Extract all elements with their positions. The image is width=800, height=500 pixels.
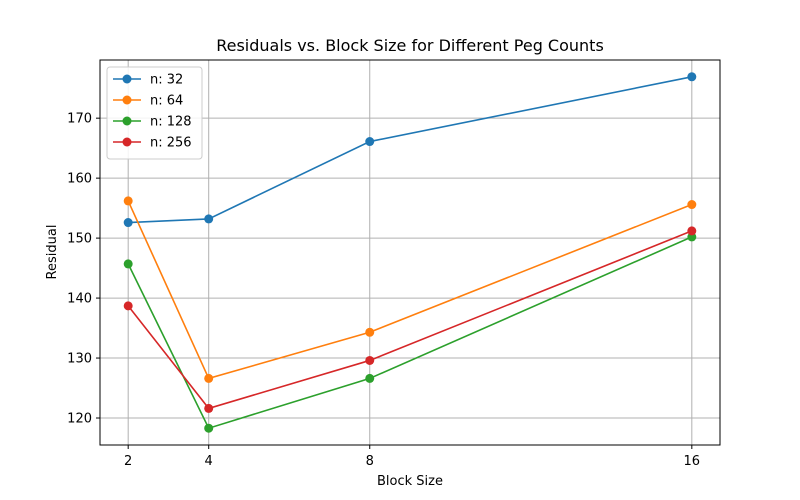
data-point	[204, 423, 214, 433]
legend-marker	[122, 116, 132, 126]
data-point	[687, 200, 697, 210]
series-layer	[123, 72, 697, 433]
y-tick-label: 130	[67, 352, 92, 367]
y-axis-label: Residual	[45, 225, 60, 280]
data-point	[123, 196, 133, 206]
data-point	[687, 72, 697, 82]
y-tick-label: 120	[67, 412, 92, 427]
legend-item: n: 128	[113, 115, 192, 130]
series-3	[123, 232, 697, 433]
legend-marker	[122, 74, 132, 84]
data-point	[123, 218, 133, 228]
series-1	[123, 72, 697, 228]
series-line	[127, 200, 693, 380]
legend-label: n: 256	[150, 136, 192, 151]
y-axis: 120 130 140 150 160 170	[67, 112, 100, 427]
x-tick-label: 2	[124, 454, 132, 469]
legend-label: n: 128	[150, 115, 192, 130]
series-line	[128, 76, 692, 224]
data-point	[687, 226, 697, 236]
x-tick-label: 8	[366, 454, 374, 469]
data-point	[204, 214, 214, 224]
series-line	[127, 230, 693, 410]
data-point	[365, 137, 375, 147]
data-point	[123, 259, 133, 269]
y-tick-label: 150	[67, 232, 92, 247]
legend-item: n: 256	[113, 136, 192, 151]
y-tick-label: 140	[67, 292, 92, 307]
data-point	[365, 355, 375, 365]
y-tick-label: 170	[67, 112, 92, 127]
data-point	[204, 373, 214, 383]
x-axis: 2 4 8 16	[124, 445, 700, 469]
x-tick-label: 16	[684, 454, 701, 469]
legend-item: n: 32	[113, 73, 183, 88]
legend: n: 32 n: 64 n: 128 n: 256	[106, 66, 203, 160]
legend-marker	[122, 95, 132, 105]
series-line	[127, 236, 693, 430]
plot-frame	[99, 59, 721, 446]
x-tick-label: 4	[205, 454, 213, 469]
data-point	[123, 301, 133, 311]
legend-item: n: 64	[113, 94, 183, 109]
chart-title: Residuals vs. Block Size for Different P…	[216, 36, 604, 55]
grid-lines	[100, 60, 720, 445]
legend-marker	[122, 137, 132, 147]
series-2	[123, 196, 697, 383]
data-point	[365, 373, 375, 383]
series-4	[123, 226, 697, 413]
legend-label: n: 32	[150, 73, 183, 88]
legend-label: n: 64	[150, 94, 183, 109]
data-point	[204, 403, 214, 413]
data-point	[365, 327, 375, 337]
legend-box	[106, 66, 203, 160]
y-tick-label: 160	[67, 172, 92, 187]
x-axis-label: Block Size	[377, 474, 443, 489]
